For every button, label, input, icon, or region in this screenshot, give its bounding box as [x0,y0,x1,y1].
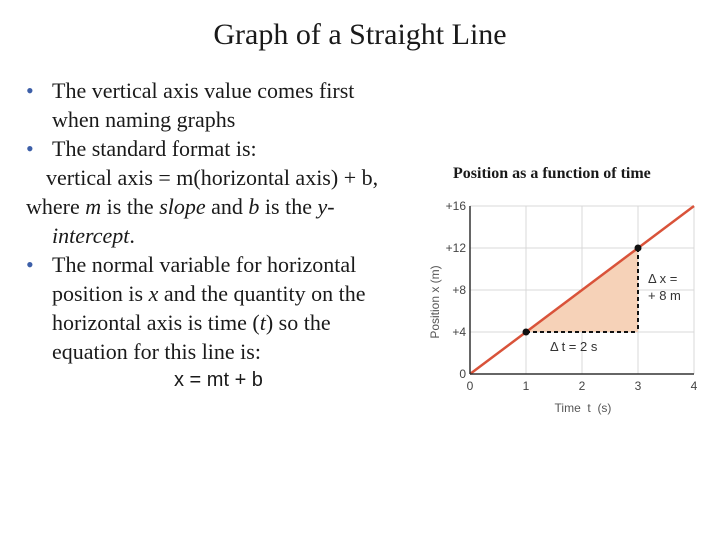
is-the-word: is the [259,194,318,219]
data-points [522,244,642,336]
bullet-dot: • [26,136,34,161]
y-tick-labels: 0 +4 +8 +12 +16 [446,199,467,381]
text-run: ) so the [265,310,331,335]
data-point [634,244,642,252]
bullet-text: The normal variable for horizontal [52,252,357,277]
and-word: and [205,194,249,219]
text-run: and the quantity on the [158,281,366,306]
x-tick-label: 2 [579,379,586,393]
data-point [522,328,530,336]
m-symbol: m [85,194,102,219]
y-symbol: y- [317,194,335,219]
text-run: horizontal axis is time ( [52,310,260,335]
delta-x-label: Δ x = [648,271,677,286]
bullet-list: • The vertical axis value comes first wh… [26,76,421,395]
is-the-word: is the [101,194,160,219]
series-line [469,205,695,375]
x-tick-labels: 0 1 2 3 4 [467,379,698,393]
y-tick-label: +16 [446,199,467,213]
bullet-text: horizontal axis is time (t) so the [52,308,421,337]
x-symbol: x [148,281,159,306]
y-tick-label: +12 [446,241,467,255]
formula-text: vertical axis = m(horizontal axis) + b, [46,165,379,190]
where-word: where [26,194,86,219]
bullet-dot: • [26,252,34,277]
bullet-text: equation for this line is: [52,339,261,364]
intercept-word: intercept [52,223,130,248]
delta-t-label: Δ t = 2 s [550,339,598,354]
x-tick-label: 3 [635,379,642,393]
bullet-standard-format: • The standard format is: [26,134,421,163]
x-tick-label: 4 [691,379,698,393]
bullet-normal-variable: • The normal variable for horizontal pos… [26,250,421,366]
intercept-text: intercept. [26,221,421,250]
delta-x-value: + 8 m [648,288,681,303]
x-tick-label: 0 [467,379,474,393]
y-tick-label: +4 [452,325,466,339]
y-tick-label: 0 [459,367,466,381]
t-symbol: t [259,310,266,335]
bullet-text: The standard format is: [52,136,257,161]
b-symbol: b [248,194,260,219]
bullet-dot: • [26,78,34,103]
bullet-text: position is x and the quantity on the [52,279,421,308]
bullet-vertical-axis: • The vertical axis value comes first wh… [26,76,421,134]
where-text: where m is the slope and b is the y- [26,192,421,221]
y-axis-label: Position x (m) [428,265,442,338]
chart-title: Position as a function of time [453,165,651,182]
slope-word: slope [159,194,206,219]
period: . [129,223,135,248]
y-tick-label: +8 [452,283,466,297]
slide-title: Graph of a Straight Line [213,18,507,51]
bullet-text: when naming graphs [52,107,236,132]
x-axis-label: Time t (s) [555,401,612,415]
text-run: position is [52,281,149,306]
x-tick-label: 1 [523,379,530,393]
line-equation: x = mt + b [174,369,263,391]
bullet-text: The vertical axis value comes first [52,78,355,103]
